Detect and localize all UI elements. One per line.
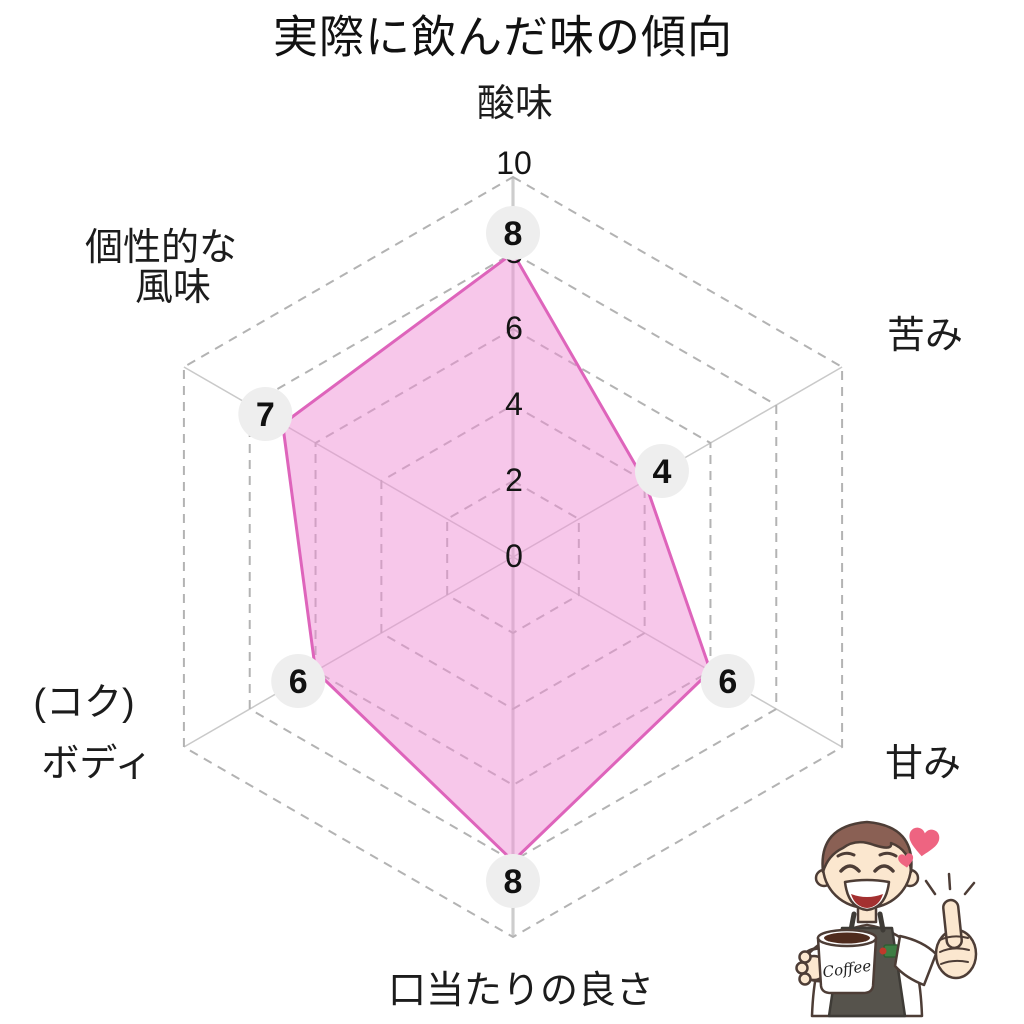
finger-1 <box>798 950 812 964</box>
tongue <box>851 894 883 908</box>
axis-label-sanmi: 酸味 <box>476 83 554 125</box>
value-marker <box>486 206 540 260</box>
axis-label-amami: 甘み <box>884 743 962 785</box>
axis-label-kuchiatari: 口当たりの良さ <box>387 970 655 1012</box>
motion-line-left <box>924 879 937 896</box>
value-marker-label: 6 <box>718 663 737 701</box>
sleeve-right <box>893 934 938 987</box>
axis-label-kosei-line2: 風味 <box>134 267 212 309</box>
value-marker-label: 4 <box>652 453 671 491</box>
axis-label-nigami: 苦み <box>886 315 964 357</box>
coffee-surface <box>824 932 870 944</box>
apron-strap-right <box>877 911 886 933</box>
thumb <box>942 898 963 950</box>
axis-label-koku: (コク) <box>33 682 135 724</box>
value-marker-label: 7 <box>256 396 275 434</box>
eye-right <box>873 864 895 873</box>
barista-illustration: Coffee <box>795 820 978 1018</box>
axis-label-kosei-line1: 個性的な <box>84 227 238 269</box>
fist-finger-line1 <box>939 935 969 941</box>
hair <box>821 820 913 874</box>
eyebrow-right <box>878 851 898 858</box>
value-marker-label: 6 <box>289 663 308 701</box>
motion-line-right <box>963 881 976 896</box>
tick-label: 10 <box>496 145 532 181</box>
badge-dot <box>879 947 887 955</box>
value-marker-label: 8 <box>504 863 523 901</box>
value-marker <box>238 387 293 441</box>
value-marker <box>700 654 755 708</box>
value-marker <box>486 854 540 908</box>
tick-label: 4 <box>505 386 523 422</box>
tick-label: 0 <box>505 538 523 574</box>
finger-2 <box>795 961 809 975</box>
heart-small <box>898 853 914 868</box>
value-marker <box>271 654 326 708</box>
heart-big <box>909 827 940 857</box>
axis-label-body: ボディ <box>41 743 153 785</box>
value-marker <box>634 444 689 498</box>
eyebrow-left <box>836 851 856 858</box>
eye-left <box>839 864 861 873</box>
fist-finger-line3 <box>940 959 969 965</box>
mug-body <box>816 936 878 995</box>
tick-label: 6 <box>505 310 523 346</box>
fist-finger-line2 <box>939 947 970 953</box>
value-marker-label: 8 <box>504 215 523 253</box>
tick-label: 2 <box>505 462 523 498</box>
data-polygon <box>281 251 712 863</box>
apron-strap-left <box>848 911 857 933</box>
chart-title: 実際に飲んだ味の傾向 <box>272 11 734 63</box>
motion-line-mid <box>947 872 952 891</box>
finger-3 <box>798 972 812 986</box>
grid-ring <box>182 175 844 939</box>
